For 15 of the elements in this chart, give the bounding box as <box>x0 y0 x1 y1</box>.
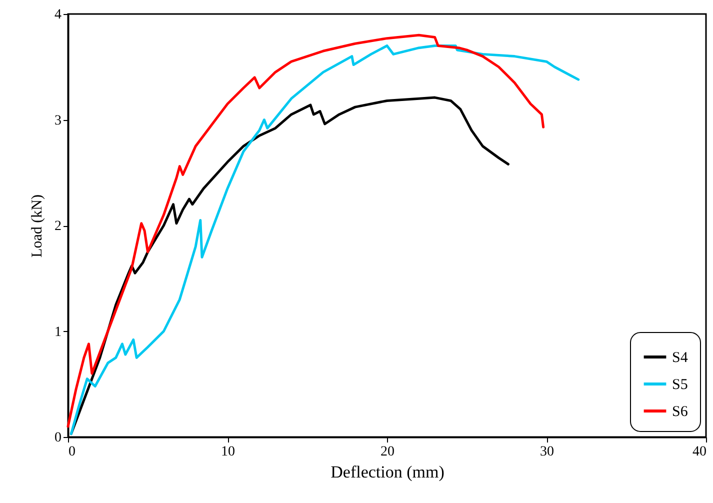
legend-label: S5 <box>672 377 688 393</box>
x-tick-label: 10 <box>221 444 235 460</box>
x-tick-label: 40 <box>692 444 706 460</box>
legend-label: S6 <box>672 404 688 420</box>
y-tick-label: 1 <box>54 324 62 340</box>
y-tick-label: 4 <box>54 8 62 22</box>
x-axis-title: Deflection (mm) <box>330 462 444 482</box>
x-tick-label: 0 <box>68 444 76 460</box>
x-tick-label: 20 <box>380 444 394 460</box>
y-axis-title: Load (kN) <box>30 194 46 258</box>
y-tick-label: 3 <box>54 113 62 128</box>
y-tick-label: 2 <box>54 219 62 234</box>
x-tick-label: 30 <box>540 444 554 460</box>
y-tick-label: 0 <box>54 430 62 446</box>
legend-label: S4 <box>672 350 688 366</box>
